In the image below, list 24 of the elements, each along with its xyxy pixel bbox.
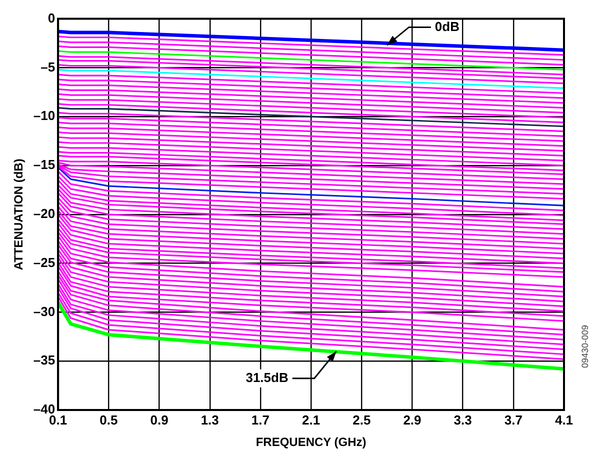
x-tick-label: 2.9 [403, 412, 422, 428]
x-tick-label: 1.7 [251, 412, 270, 428]
y-tick-label: –10 [33, 108, 56, 124]
annotation: 0dB [434, 18, 460, 34]
y-tick-label: –15 [33, 157, 56, 172]
x-tick-label: 0.1 [49, 412, 68, 428]
x-tick-label: 2.5 [352, 412, 371, 428]
x-axis-title: FREQUENCY (GHz) [256, 435, 366, 450]
annotation: 31.5dB [246, 370, 288, 385]
y-tick-label: 0 [48, 10, 56, 26]
x-tick-label: 0.5 [100, 412, 118, 428]
text: 09430-009 [580, 324, 590, 368]
y-tick-label: –35 [33, 352, 56, 368]
y-tick-label: –20 [33, 206, 56, 221]
y-axis-title: ATTENUATION (dB) [12, 158, 26, 270]
x-tick-label: 0.9 [150, 412, 168, 428]
y-tick-label: –5 [40, 59, 56, 74]
x-tick-label: 4.1 [554, 412, 574, 428]
x-tick-label: 2.1 [302, 412, 320, 428]
x-tick-label: 3.3 [454, 412, 472, 428]
x-tick-label: 1.3 [200, 412, 219, 428]
y-tick-label: –25 [33, 254, 56, 270]
x-tick-label: 3.7 [504, 412, 522, 428]
y-tick-label: –30 [33, 304, 56, 319]
